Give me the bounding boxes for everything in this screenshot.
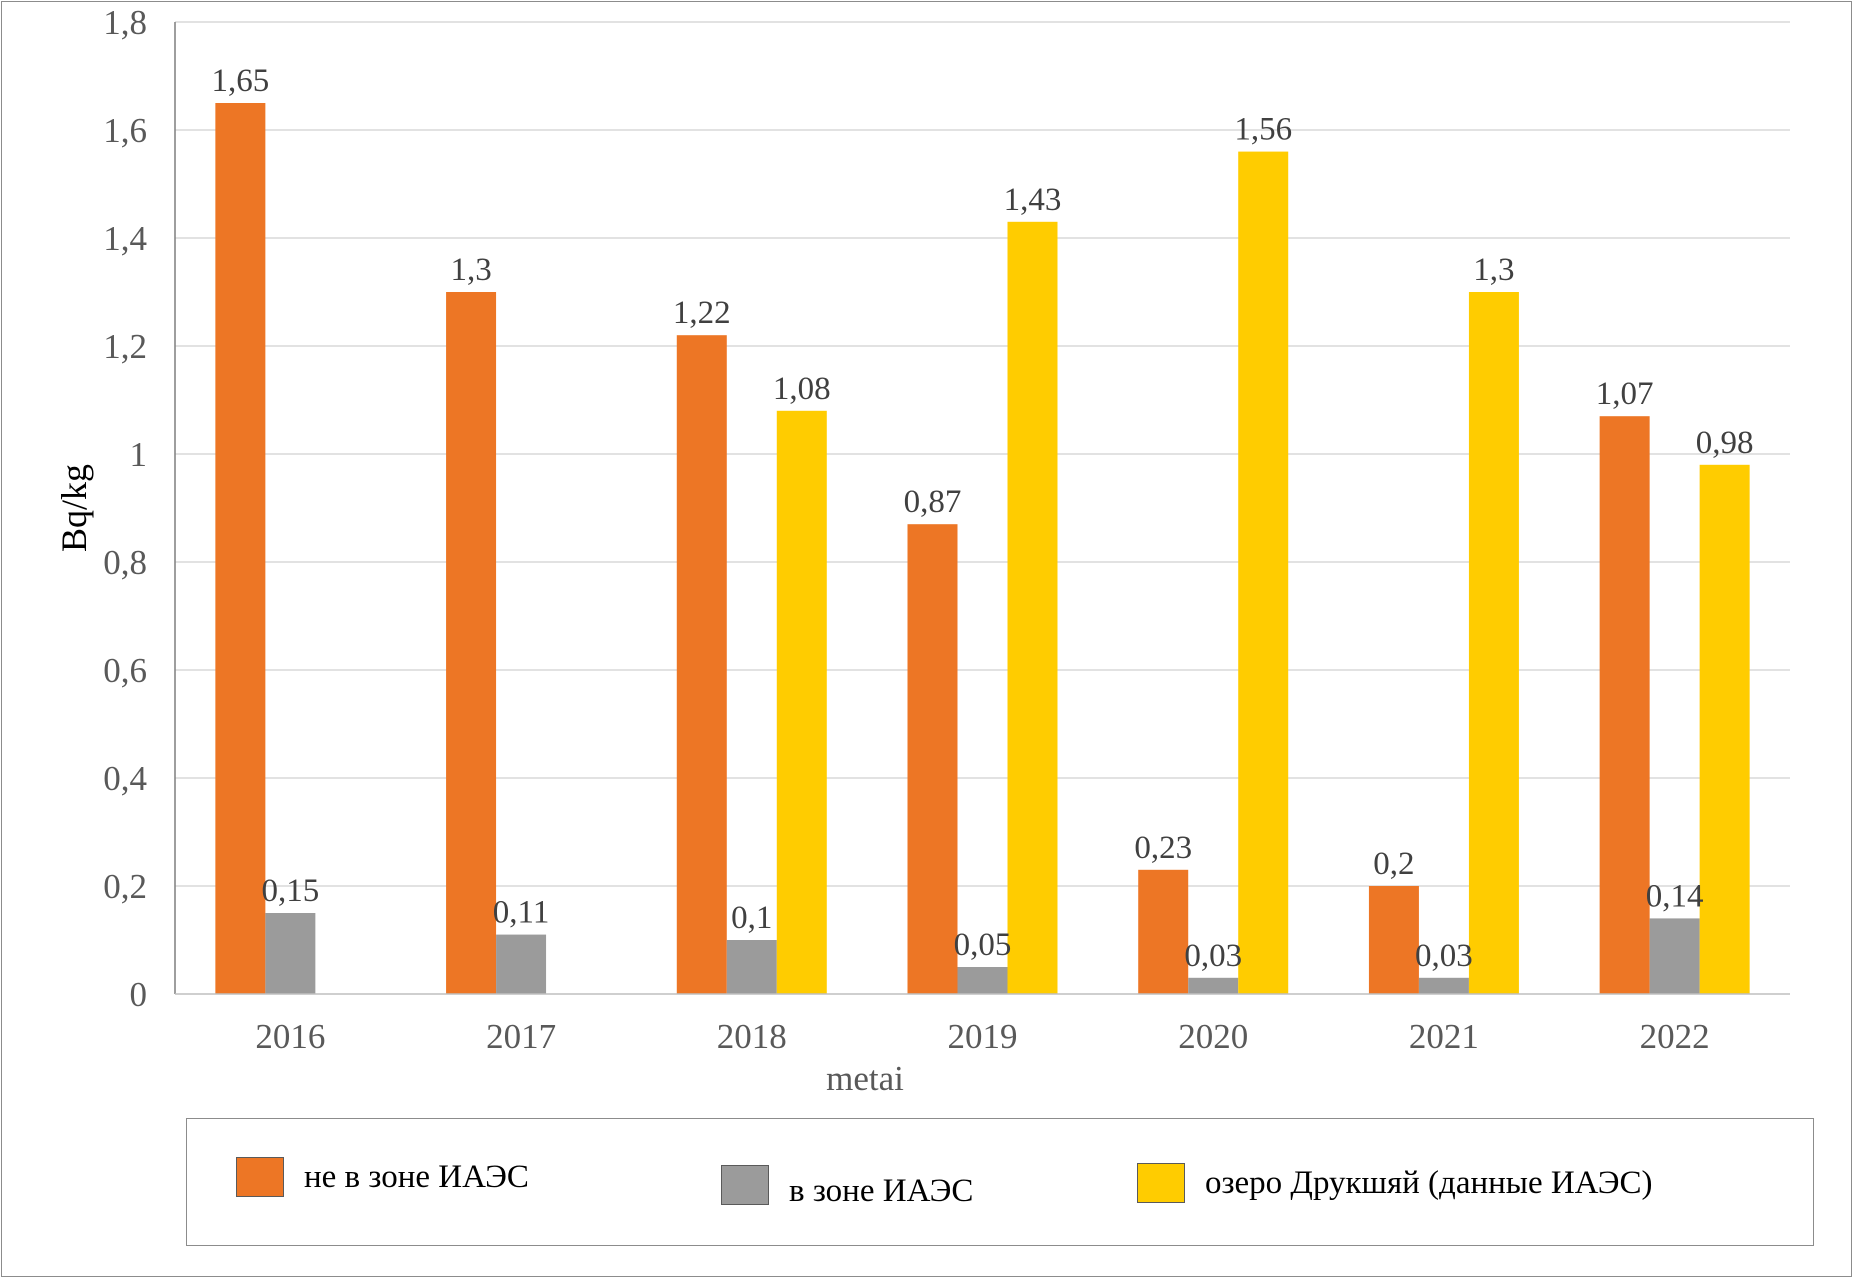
data-label: 0,98 xyxy=(1696,425,1754,461)
x-tick-label: 2020 xyxy=(1178,1017,1248,1056)
data-label: 0,03 xyxy=(1415,938,1473,974)
bar xyxy=(726,940,777,994)
x-tick-label: 2019 xyxy=(948,1017,1018,1056)
x-tick-label: 2018 xyxy=(717,1017,787,1056)
data-label: 0,05 xyxy=(954,927,1012,963)
y-tick-label: 1,4 xyxy=(103,219,147,258)
legend-item-in-zone: в зоне ИАЭС xyxy=(721,1159,973,1210)
data-label: 0,11 xyxy=(493,895,550,931)
legend: не в зоне ИАЭС в зоне ИАЭС озеро Друкшяй… xyxy=(186,1118,1814,1246)
data-label: 0,15 xyxy=(261,873,319,909)
y-axis-label: Bq/kg xyxy=(54,464,94,552)
data-labels: 1,65 0,15 1,3 0,11 1,22 0,1 1,08 0,87 0,05 1,43 0,… xyxy=(211,63,1753,974)
bar xyxy=(776,410,827,994)
legend-label: не в зоне ИАЭС xyxy=(304,1158,529,1195)
data-label: 0,2 xyxy=(1373,846,1414,882)
bar xyxy=(1468,292,1519,994)
bar xyxy=(1699,464,1750,994)
data-label: 1,08 xyxy=(773,371,831,407)
y-tick-label: 0,4 xyxy=(103,759,147,798)
data-label: 1,3 xyxy=(1473,252,1514,288)
y-tick-label: 0,8 xyxy=(103,543,147,582)
legend-swatch-orange xyxy=(236,1157,284,1197)
bar xyxy=(1599,416,1650,994)
legend-label: озеро Друкшяй (данные ИАЭС) xyxy=(1205,1164,1653,1201)
data-label: 0,14 xyxy=(1646,878,1704,914)
y-tick-label: 1,8 xyxy=(103,3,147,42)
data-label: 0,87 xyxy=(904,484,962,520)
bar xyxy=(1007,221,1058,995)
data-label: 1,65 xyxy=(211,63,269,99)
data-label: 0,1 xyxy=(731,900,772,936)
x-axis-label: metai xyxy=(826,1059,904,1098)
y-axis-ticks: 0 0,2 0,4 0,6 0,8 1 1,2 1,4 1,6 1,8 xyxy=(103,3,147,1014)
bar xyxy=(1238,151,1289,995)
data-label: 0,23 xyxy=(1134,830,1192,866)
bar xyxy=(265,913,316,994)
data-label: 1,3 xyxy=(450,252,491,288)
bar xyxy=(1138,869,1189,994)
bar xyxy=(215,103,266,994)
bar xyxy=(676,335,727,994)
x-tick-label: 2022 xyxy=(1640,1017,1710,1056)
bar xyxy=(907,524,958,994)
data-label: 1,43 xyxy=(1004,182,1062,218)
gridlines xyxy=(175,21,1790,887)
data-label: 1,56 xyxy=(1234,112,1292,148)
bar xyxy=(1188,977,1239,994)
y-tick-label: 1,2 xyxy=(103,327,147,366)
x-tick-label: 2017 xyxy=(486,1017,556,1056)
y-tick-label: 1 xyxy=(130,435,148,474)
legend-swatch-gray xyxy=(721,1164,769,1205)
bar xyxy=(1368,886,1419,994)
y-tick-label: 1,6 xyxy=(103,111,147,150)
legend-item-lake: озеро Друкшяй (данные ИАЭС) xyxy=(1137,1163,1652,1203)
x-tick-label: 2021 xyxy=(1409,1017,1479,1056)
bar xyxy=(957,967,1008,994)
y-tick-label: 0,6 xyxy=(103,651,147,690)
bar xyxy=(1418,977,1469,994)
data-label: 0,03 xyxy=(1184,938,1242,974)
legend-label: в зоне ИАЭС xyxy=(789,1173,974,1209)
data-label: 1,22 xyxy=(673,295,731,331)
x-axis-ticks: 2016 2017 2018 2019 2020 2021 2022 xyxy=(255,1017,1709,1056)
bar xyxy=(446,292,497,994)
bar xyxy=(1649,918,1700,994)
bars xyxy=(215,103,1750,995)
x-tick-label: 2016 xyxy=(255,1017,325,1056)
data-label: 1,07 xyxy=(1596,376,1654,412)
bar xyxy=(496,934,547,994)
y-tick-label: 0 xyxy=(130,975,148,1014)
y-tick-label: 0,2 xyxy=(103,867,147,906)
legend-item-not-in-zone: не в зоне ИАЭС xyxy=(236,1157,529,1197)
legend-swatch-yellow xyxy=(1137,1163,1185,1203)
